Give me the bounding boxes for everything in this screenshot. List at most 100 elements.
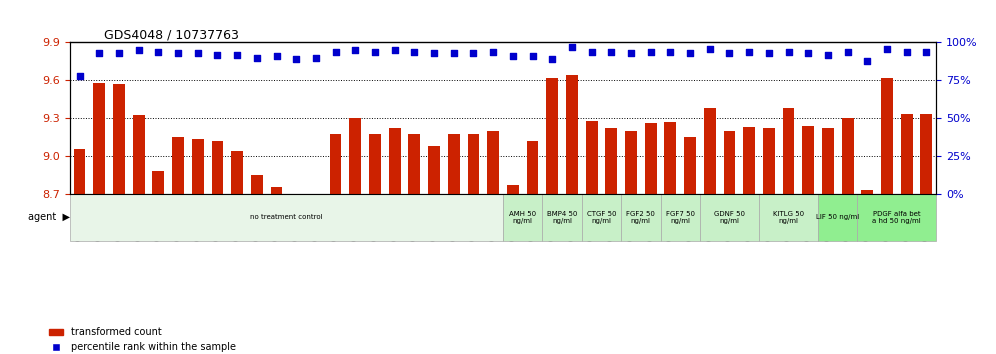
Text: GDS4048 / 10737763: GDS4048 / 10737763 [105,28,239,41]
Point [170,50,186,56]
Bar [231,151,243,194]
Text: GDNF 50
ng/ml: GDNF 50 ng/ml [714,211,745,224]
Bar [763,128,775,194]
Bar [743,127,755,194]
Text: agent  ▶: agent ▶ [28,212,70,222]
Point [465,50,481,56]
FancyBboxPatch shape [660,194,700,241]
Point [662,49,678,55]
Point [485,49,501,55]
Point [308,55,324,61]
Bar [881,78,892,194]
Point [642,49,658,55]
FancyBboxPatch shape [700,194,759,241]
Bar [487,131,499,194]
Point [898,49,914,55]
Point [702,46,718,51]
Bar [408,135,420,194]
Point [328,49,344,55]
Point [72,73,88,79]
Point [209,52,225,57]
Bar [251,175,263,194]
Bar [644,123,656,194]
FancyBboxPatch shape [503,194,543,241]
Text: PDGF alfa bet
a hd 50 ng/ml: PDGF alfa bet a hd 50 ng/ml [872,211,921,224]
Bar [350,118,362,194]
Point [525,53,541,59]
Point [92,50,108,56]
Bar [428,146,440,194]
Point [111,50,126,56]
Point [348,47,364,53]
Bar [507,185,519,194]
Bar [920,114,932,194]
Bar [566,75,578,194]
Text: AMH 50
ng/ml: AMH 50 ng/ml [509,211,536,224]
Point [584,49,600,55]
Bar [152,171,164,194]
Point [426,50,442,56]
Bar [172,137,184,194]
Point [386,47,402,53]
Bar [822,128,834,194]
Point [761,50,777,56]
Bar [723,131,735,194]
Text: KITLG 50
ng/ml: KITLG 50 ng/ml [773,211,804,224]
Point [741,49,757,55]
Bar [783,108,795,194]
Bar [803,126,814,194]
Point [544,56,560,62]
FancyBboxPatch shape [582,194,622,241]
Bar [606,128,618,194]
Point [130,47,146,53]
Point [564,44,580,50]
FancyBboxPatch shape [818,194,858,241]
Bar [664,122,676,194]
Bar [448,135,460,194]
Bar [271,187,283,194]
FancyBboxPatch shape [543,194,582,241]
Point [505,53,521,59]
Point [249,55,265,61]
FancyBboxPatch shape [622,194,660,241]
Text: FGF2 50
ng/ml: FGF2 50 ng/ml [626,211,655,224]
Text: no treatment control: no treatment control [250,214,323,220]
Bar [370,135,380,194]
Point [150,49,166,55]
Bar [467,135,479,194]
Point [269,53,285,59]
Bar [842,118,854,194]
Point [840,49,856,55]
Bar [290,194,302,196]
Bar [527,141,539,194]
Bar [586,120,598,194]
Text: CTGF 50
ng/ml: CTGF 50 ng/ml [587,211,617,224]
Point [879,46,895,51]
Point [781,49,797,55]
Bar [94,83,106,194]
Bar [684,137,696,194]
Bar [211,141,223,194]
Point [682,50,698,56]
Text: FGF7 50
ng/ml: FGF7 50 ng/ml [665,211,695,224]
Point [446,50,462,56]
Bar [330,135,342,194]
Bar [546,78,558,194]
Point [367,49,382,55]
Point [406,49,422,55]
Bar [862,190,873,194]
Text: LIF 50 ng/ml: LIF 50 ng/ml [816,214,860,220]
Point [288,56,304,62]
Legend: transformed count, percentile rank within the sample: transformed count, percentile rank withi… [45,324,240,354]
Point [721,50,737,56]
Text: BMP4 50
ng/ml: BMP4 50 ng/ml [547,211,578,224]
Point [604,49,620,55]
Bar [192,139,203,194]
Bar [625,131,636,194]
Bar [704,108,716,194]
FancyBboxPatch shape [759,194,818,241]
Point [918,49,934,55]
Point [190,50,206,56]
Bar [310,194,322,200]
Point [623,50,639,56]
